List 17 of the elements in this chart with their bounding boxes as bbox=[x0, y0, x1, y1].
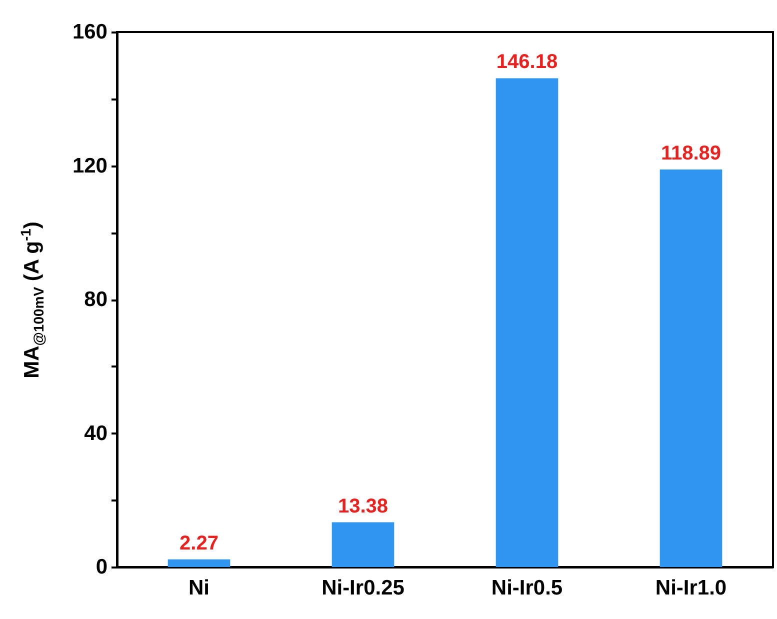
bar bbox=[496, 78, 558, 567]
x-tick-label: Ni-Ir0.25 bbox=[322, 576, 405, 600]
y-tick-label: 80 bbox=[84, 288, 108, 311]
y-tick-label: 0 bbox=[96, 556, 108, 578]
data-label: 118.89 bbox=[660, 142, 722, 164]
x-tick-label: Ni-Ir0.5 bbox=[491, 576, 563, 600]
x-tick-label: Ni-Ir1.0 bbox=[655, 576, 727, 600]
data-label: 146.18 bbox=[496, 51, 558, 74]
bar bbox=[660, 169, 722, 567]
data-label: 13.38 bbox=[338, 495, 388, 518]
bar bbox=[332, 522, 394, 567]
y-tick-label: 120 bbox=[72, 154, 108, 178]
x-tick-label: Ni bbox=[188, 576, 210, 600]
bar bbox=[168, 559, 230, 567]
y-tick-label: 160 bbox=[72, 20, 108, 44]
y-tick-label: 40 bbox=[84, 422, 108, 445]
data-label: 2.27 bbox=[180, 532, 218, 554]
